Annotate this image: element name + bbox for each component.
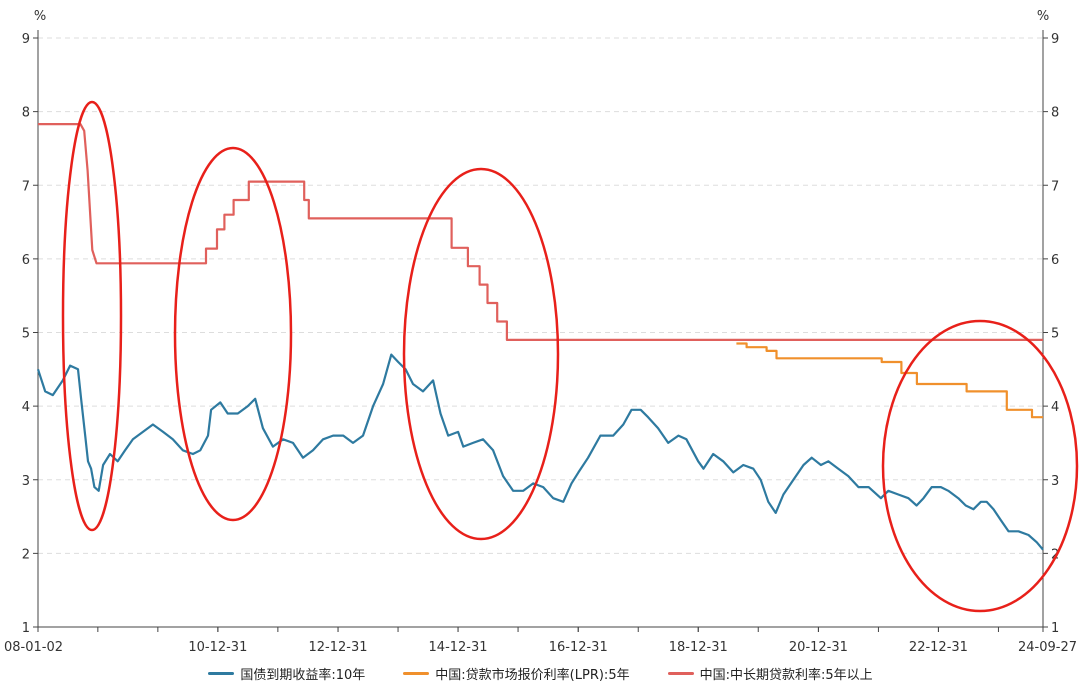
legend-item-treasury-yield: 国债到期收益率:10年 (208, 662, 365, 684)
ytick-label-right-4: 4 (1051, 400, 1059, 415)
legend-item-lpr-5y: 中国:贷款市场报价利率(LPR):5年 (403, 662, 630, 684)
ytick-label-right-1: 1 (1051, 621, 1059, 636)
xtick-label-14-12-31: 14-12-31 (429, 640, 488, 655)
xtick-label-24-09-27: 24-09-27 (1018, 640, 1077, 655)
legend-label-lpr-5y: 中国:贷款市场报价利率(LPR):5年 (435, 667, 630, 683)
ytick-label-left-4: 4 (22, 400, 30, 415)
axes: 1 1 2 2 3 3 4 4 5 5 6 6 7 7 8 8 9 9% % 08-01-02 10-12-31 12-1… (4, 9, 1077, 655)
gridlines (38, 37, 1043, 554)
legend-swatch-treasury-yield (208, 671, 235, 675)
ytick-label-right-8: 8 (1051, 106, 1059, 121)
xtick-label-18-12-31: 18-12-31 (669, 640, 728, 655)
xtick-label-16-12-31: 16-12-31 (549, 640, 608, 655)
ytick-label-left-9: 9 (22, 32, 30, 47)
ytick-label-right-2: 2 (1051, 547, 1059, 562)
ytick-label-right-7: 7 (1051, 179, 1059, 194)
xtick-label-08-01-02: 08-01-02 (4, 640, 63, 655)
annotation-ellipse-2008 (61, 100, 123, 532)
xtick-label-20-12-31: 20-12-31 (789, 640, 848, 655)
annotation-ellipse-2011 (173, 146, 293, 522)
ytick-label-left-8: 8 (22, 106, 30, 121)
y-unit-left: % (34, 9, 46, 24)
ytick-label-right-3: 3 (1051, 474, 1059, 489)
ytick-label-right-9: 9 (1051, 32, 1059, 47)
y-unit-right: % (1037, 9, 1049, 24)
legend-item-long-term-loan-rate: 中国:中长期贷款利率:5年以上 (667, 662, 873, 684)
legend-label-long-term-loan-rate: 中国:中长期贷款利率:5年以上 (699, 667, 873, 683)
annotation-ellipse-2023 (881, 319, 1079, 613)
legend-label-treasury-yield: 国债到期收益率:10年 (240, 667, 366, 683)
xtick-label-22-12-31: 22-12-31 (909, 640, 968, 655)
ytick-label-right-5: 5 (1051, 327, 1059, 342)
series-lines (36, 123, 1044, 551)
ytick-label-left-3: 3 (22, 474, 30, 489)
ytick-label-left-7: 7 (22, 179, 30, 194)
legend-swatch-lpr-5y (403, 671, 430, 675)
ytick-label-left-5: 5 (22, 327, 30, 342)
line-chart: 1 1 2 2 3 3 4 4 5 5 6 6 7 7 8 8 9 9% % 08-01-02 10-12-31 12-1… (4, 9, 1079, 655)
annotation-ellipse-2015 (402, 167, 560, 541)
series-line-1 (736, 342, 1043, 419)
ytick-label-right-6: 6 (1051, 253, 1059, 268)
legend-swatch-long-term-loan-rate (667, 671, 694, 675)
xtick-label-12-12-31: 12-12-31 (309, 640, 368, 655)
xtick-label-10-12-31: 10-12-31 (188, 640, 247, 655)
ytick-label-left-2: 2 (22, 547, 30, 562)
ytick-label-left-1: 1 (22, 621, 30, 636)
series-line-2 (38, 123, 1043, 341)
ytick-label-left-6: 6 (22, 253, 30, 268)
legend: 国债到期收益率:10年 中国:贷款市场报价利率(LPR):5年 中国:中长期贷款… (0, 662, 1081, 684)
annotation-ellipses (61, 100, 1079, 613)
